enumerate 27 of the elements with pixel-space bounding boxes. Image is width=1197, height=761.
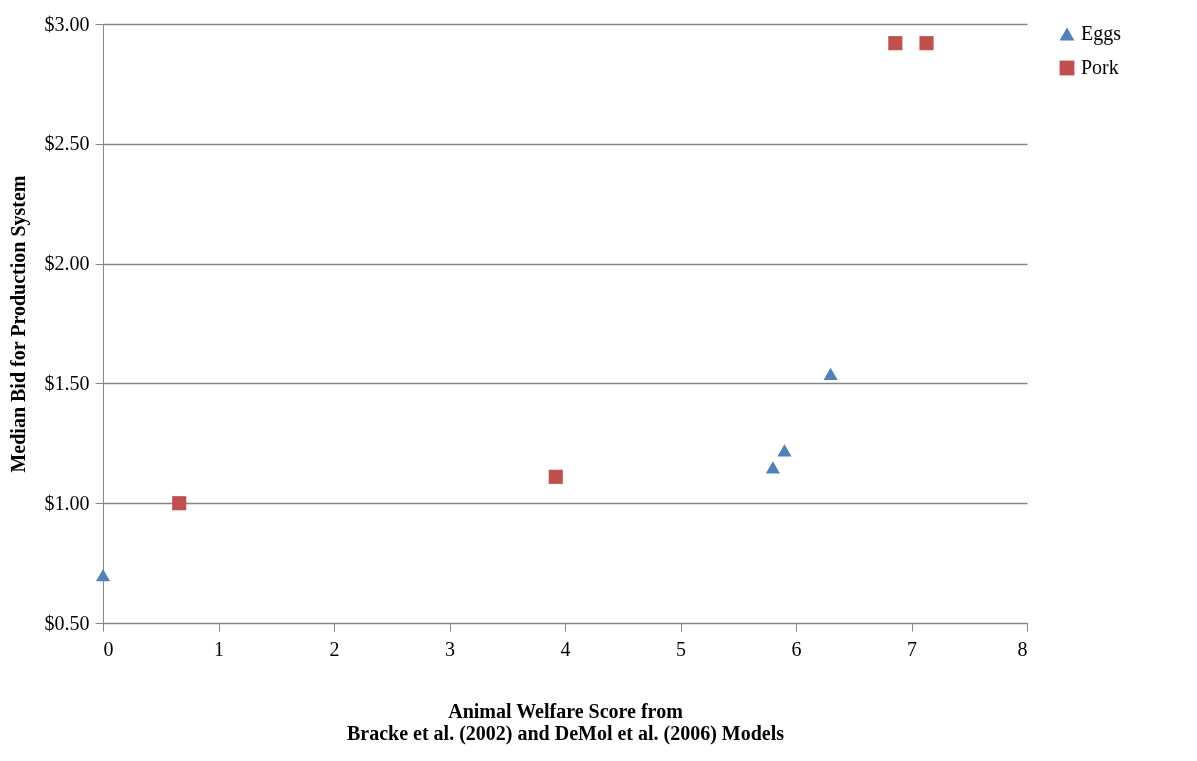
point	[823, 367, 838, 380]
y-tick-label: $0.50	[44, 611, 90, 634]
y-axis-title: Median Bid for Production System	[6, 175, 30, 473]
point	[95, 568, 111, 582]
y-tick-label: $3.00	[44, 12, 90, 35]
x-axis-title: Animal Welfare Score from Bracke et al. (2002) and DeMol et al. (2006) Models	[346, 699, 785, 745]
x-tick-label: 2	[329, 637, 340, 660]
y-tick-label: $1.50	[44, 371, 90, 394]
y-tick-label: $1.00	[44, 491, 90, 514]
x-tick-label: 4	[560, 637, 571, 660]
point	[765, 461, 780, 474]
point	[888, 36, 903, 51]
point	[172, 496, 187, 511]
x-tick-label: 0	[103, 637, 114, 660]
point	[777, 444, 792, 457]
y-tick-label: $2.50	[44, 132, 90, 155]
x-tick-label: 6	[791, 637, 802, 660]
x-tick-label: 3	[445, 637, 455, 660]
legend-label: Pork	[1081, 56, 1119, 78]
x-tick-label: 7	[907, 637, 917, 660]
legend-label: Eggs	[1081, 22, 1122, 45]
y-tick-label: $2.00	[44, 252, 90, 275]
point	[919, 36, 934, 51]
x-tick-label: 1	[214, 637, 224, 660]
x-tick-label: 5	[676, 637, 686, 660]
x-tick-label: 8	[1017, 637, 1028, 660]
point	[548, 469, 563, 484]
